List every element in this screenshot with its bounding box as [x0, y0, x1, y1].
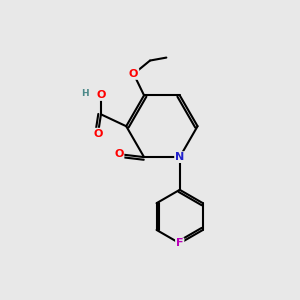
Text: N: N	[175, 152, 184, 162]
Text: O: O	[129, 69, 138, 79]
Text: O: O	[93, 129, 103, 139]
Text: H: H	[81, 89, 88, 98]
Text: F: F	[176, 238, 184, 248]
Text: O: O	[114, 149, 124, 159]
Text: O: O	[96, 90, 106, 100]
